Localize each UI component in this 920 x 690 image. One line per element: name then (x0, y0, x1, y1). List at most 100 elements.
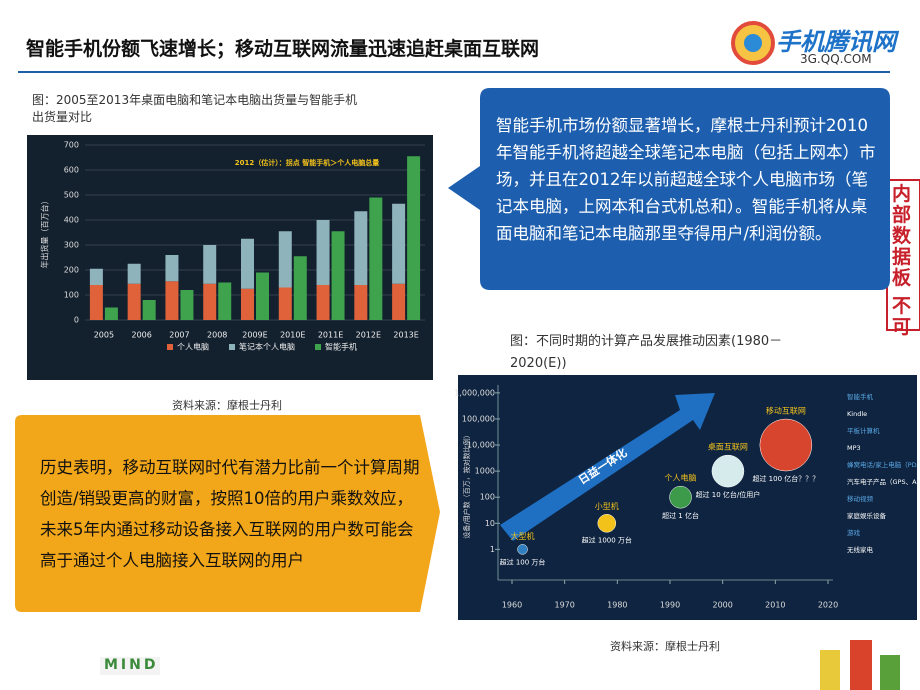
driver-label: 蜂窝电话/家上电脑（PDA） (847, 460, 917, 469)
bar (369, 197, 383, 320)
y-tick-label: 700 (64, 141, 79, 150)
bar-segment (89, 285, 103, 320)
y-tick-label: 300 (64, 241, 79, 250)
bar (142, 300, 156, 320)
x-tick-label: 2008 (207, 331, 227, 340)
footer-logo: MIND (104, 657, 159, 673)
y-axis-label: 设备/用户数（百万，按对数比例） (462, 431, 471, 538)
bar-segment (127, 263, 141, 284)
value-label: 超过 10 亿台/位用户 (696, 490, 761, 499)
driver-label: 游戏 (847, 528, 861, 537)
y-tick-label: 400 (64, 216, 79, 225)
bar (293, 256, 307, 320)
bar-segment (354, 211, 368, 285)
value-label: 超过 1000 万台 (582, 535, 632, 544)
x-tick-label: 2006 (131, 331, 151, 340)
x-tick-label: 2010 (765, 601, 785, 610)
driver-label: 家庭娱乐设备 (847, 511, 887, 520)
value-label: 超过 100 亿台？？？ (752, 474, 819, 483)
bar-segment (278, 231, 292, 288)
legend-label: 智能手机 (325, 342, 357, 352)
x-tick-label: 2020 (818, 601, 838, 610)
bar-segment (165, 281, 179, 320)
bar-segment (203, 245, 217, 284)
decor-block (820, 650, 840, 690)
legend-swatch (315, 344, 321, 350)
x-tick-label: 2010E (280, 331, 305, 340)
y-tick-label: 10,000 (467, 441, 495, 450)
x-tick-label: 1970 (554, 601, 574, 610)
point-label: 移动互联网 (766, 406, 806, 416)
bubble (759, 418, 813, 472)
blue-callout-text: 智能手机市场份额显著增长，摩根士丹利预计2010年智能手机将超越全球笔记本电脑（… (496, 116, 876, 243)
point-label: 大型机 (511, 531, 535, 541)
driver-label: 无线家电 (847, 545, 874, 554)
side-tag: 不可 (892, 295, 912, 338)
orange-callout-text: 历史表明，移动互联网时代有潜力比前一个计算周期创造/销毁更高的财富，按照10倍的… (40, 458, 420, 570)
footer-logo-box (100, 657, 160, 675)
orange-callout-shape (15, 415, 440, 612)
side-tag: 内部数据板 (892, 183, 912, 289)
driver-label: 平板计算机 (847, 426, 880, 435)
decor-block (880, 655, 900, 690)
y-tick-label: 10 (485, 519, 495, 528)
bar-segment (392, 283, 406, 320)
y-tick-label: 0 (74, 316, 79, 325)
driver-label: Kindle (847, 410, 867, 418)
bar (218, 282, 232, 320)
point-label: 个人电脑 (665, 473, 697, 483)
driver-label: MP3 (847, 444, 861, 452)
chart-title: 图：不同时期的计算产品发展推动因素(1980－2020(E)) (510, 334, 783, 371)
annotation: 2012（估计）：拐点 智能手机＞个人电脑总量 (235, 158, 379, 167)
x-tick-label: 2013E (393, 331, 418, 340)
bar-segment (89, 268, 103, 285)
legend-swatch (229, 344, 235, 350)
bubble (669, 485, 692, 509)
x-tick-label: 1990 (660, 601, 680, 610)
legend-label: 笔记本个人电脑 (239, 342, 295, 352)
value-label: 超过 1 亿台 (662, 511, 699, 520)
bar-segment (354, 285, 368, 320)
bar-segment (165, 255, 179, 282)
chart: 0 100 200 300 400 500 600 700 年出货量（百万台） 2005 2006 2… (27, 135, 433, 412)
bar-segment (203, 283, 217, 320)
bar (331, 231, 345, 320)
blue-callout-shape (448, 88, 890, 290)
y-tick-label: 1000 (475, 467, 495, 476)
bar-segment (241, 288, 254, 320)
driver-label: 智能手机 (847, 392, 874, 401)
logo-icon (744, 34, 762, 52)
x-tick-label: 2005 (94, 331, 114, 340)
legend-swatch (167, 344, 173, 350)
source: 资料来源：摩根士丹利 (172, 398, 282, 412)
y-tick-label: 100 (64, 291, 79, 300)
y-tick-label: 1 (490, 545, 495, 554)
x-tick-label: 2007 (169, 331, 189, 340)
x-tick-label: 1980 (607, 601, 627, 610)
bar (407, 156, 421, 320)
bar-segment (127, 283, 141, 320)
point-label: 小型机 (595, 501, 619, 511)
y-tick-label: 100 (480, 493, 495, 502)
value-label: 超过 100 万台 (500, 557, 546, 566)
bar (256, 272, 269, 320)
x-tick-label: 2009E (242, 331, 267, 340)
y-tick-label: 1,000,000 (455, 388, 495, 397)
bubble (711, 454, 745, 488)
bar-segment (316, 220, 330, 285)
bar-segment (392, 203, 406, 284)
bar-segment (241, 238, 254, 289)
driver-label: 移动视频 (847, 494, 874, 503)
bubble (517, 544, 528, 555)
arrow-decor (500, 393, 715, 541)
chart: 日益一体化110100100010,000100,0001,000,000196… (455, 375, 917, 653)
bubble (597, 514, 617, 533)
x-tick-label: 2012E (356, 331, 381, 340)
x-tick-label: 2011E (318, 331, 343, 340)
bar-segment (316, 285, 330, 320)
bar (180, 290, 194, 320)
source: 资料来源：摩根士丹利 (610, 639, 720, 653)
driver-label: 汽车电子产品（GPS、ABS、音频/视频） (847, 477, 917, 486)
